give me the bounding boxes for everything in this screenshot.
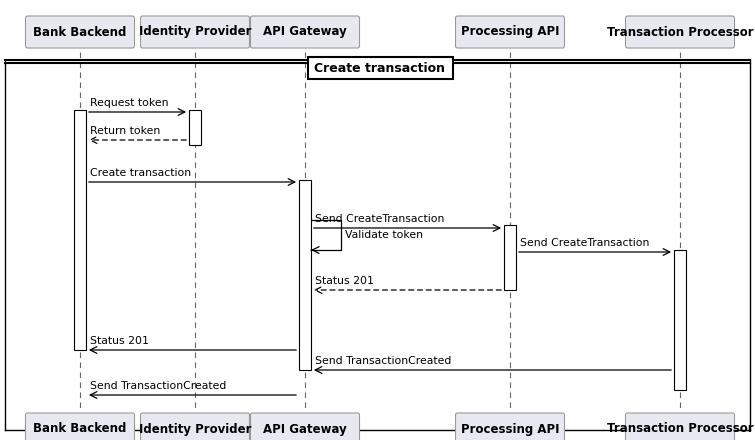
Text: Bank Backend: Bank Backend <box>33 26 127 38</box>
Text: Send TransactionCreated: Send TransactionCreated <box>315 356 451 366</box>
FancyBboxPatch shape <box>455 16 565 48</box>
FancyBboxPatch shape <box>251 413 359 440</box>
Text: Create transaction: Create transaction <box>315 62 445 74</box>
Text: Identity Provider: Identity Provider <box>139 422 251 436</box>
FancyBboxPatch shape <box>625 413 735 440</box>
Text: Transaction Processor: Transaction Processor <box>607 26 753 38</box>
Bar <box>504 225 516 290</box>
Text: Processing API: Processing API <box>461 422 559 436</box>
Text: Bank Backend: Bank Backend <box>33 422 127 436</box>
Text: API Gateway: API Gateway <box>263 422 347 436</box>
FancyBboxPatch shape <box>140 413 249 440</box>
FancyBboxPatch shape <box>455 413 565 440</box>
Text: Send CreateTransaction: Send CreateTransaction <box>520 238 649 248</box>
Text: Identity Provider: Identity Provider <box>139 26 251 38</box>
Bar <box>674 250 686 390</box>
Bar <box>299 180 311 370</box>
FancyBboxPatch shape <box>26 413 134 440</box>
FancyBboxPatch shape <box>251 16 359 48</box>
FancyBboxPatch shape <box>26 16 134 48</box>
Bar <box>189 110 201 145</box>
Text: Validate token: Validate token <box>345 230 423 240</box>
Text: Status 201: Status 201 <box>90 336 149 346</box>
Text: Send TransactionCreated: Send TransactionCreated <box>90 381 226 391</box>
FancyBboxPatch shape <box>625 16 735 48</box>
Text: Return token: Return token <box>90 126 160 136</box>
Text: Transaction Processor: Transaction Processor <box>607 422 753 436</box>
Text: Request token: Request token <box>90 98 168 108</box>
Text: Send CreateTransaction: Send CreateTransaction <box>315 214 445 224</box>
Text: Status 201: Status 201 <box>315 276 374 286</box>
Text: API Gateway: API Gateway <box>263 26 347 38</box>
Text: Create transaction: Create transaction <box>90 168 191 178</box>
Bar <box>307 57 452 79</box>
Bar <box>74 110 86 350</box>
FancyBboxPatch shape <box>140 16 249 48</box>
Text: Processing API: Processing API <box>461 26 559 38</box>
